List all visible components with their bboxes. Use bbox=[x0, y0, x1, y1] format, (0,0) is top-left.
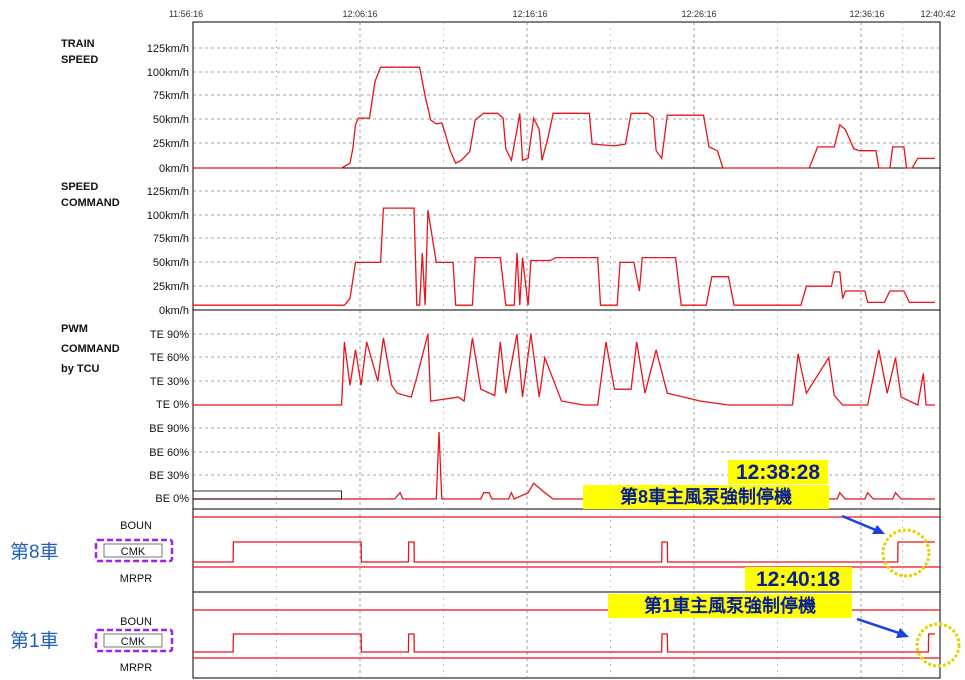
vertical-gridlines bbox=[276, 22, 904, 678]
annotation-car8-text: 第8車主風泵強制停機 bbox=[620, 486, 792, 507]
annotation-car1-arrowhead bbox=[896, 628, 909, 638]
annotation-car1: 12:40:18 第1車主風泵強制停機 bbox=[608, 567, 961, 668]
panel-titles: TRAIN SPEED SPEED COMMAND PWM COMMAND by… bbox=[61, 38, 120, 375]
tick-label: 0km/h bbox=[159, 305, 189, 317]
speed-command-title-line1: SPEED bbox=[61, 181, 98, 193]
tick-label: 75km/h bbox=[153, 90, 189, 102]
pwm-title-line2: COMMAND bbox=[61, 343, 120, 355]
annotation-car8-circle bbox=[881, 528, 931, 578]
annotation-car8-time: 12:38:28 bbox=[736, 461, 820, 484]
annotation-car1-text-bg bbox=[608, 594, 852, 618]
tick-label: 75km/h bbox=[153, 233, 189, 245]
digital-labels: 第8車 BOUN CMK MRPR 第1車 BOUN CMK MRPR bbox=[10, 520, 174, 674]
time-label: 12:06:16 bbox=[342, 9, 377, 19]
annotation-car1-arrow bbox=[856, 617, 903, 636]
car1-label: 第1車 bbox=[10, 630, 59, 652]
time-label: 12:16:16 bbox=[512, 9, 547, 19]
tick-label: 125km/h bbox=[147, 186, 189, 198]
be-baseline-box bbox=[192, 490, 343, 500]
annotation-car1-text: 第1車主風泵強制停機 bbox=[644, 595, 816, 616]
car8-cmk-trace bbox=[193, 541, 935, 563]
time-axis: 11:56:16 12:06:16 12:16:16 12:26:16 12:3… bbox=[169, 9, 956, 19]
annotation-car1-circle bbox=[915, 622, 961, 668]
annotation-car8: 12:38:28 第8車主風泵強制停機 bbox=[583, 460, 931, 578]
car8-label: 第8車 bbox=[10, 541, 59, 563]
car1-cmk-label: CMK bbox=[121, 636, 146, 648]
tick-label: TE 0% bbox=[156, 399, 189, 411]
train-speed-title-line1: TRAIN bbox=[61, 38, 95, 50]
train-speed-title-line2: SPEED bbox=[61, 54, 98, 66]
annotation-car8-time-bg bbox=[728, 460, 828, 484]
tick-label: 25km/h bbox=[153, 138, 189, 150]
car8-mrpr-label: MRPR bbox=[120, 573, 152, 585]
annotation-car8-arrow bbox=[841, 514, 879, 533]
tick-label: TE 30% bbox=[150, 376, 189, 388]
tick-label: TE 90% bbox=[150, 329, 189, 341]
car1-mrpr-label: MRPR bbox=[120, 662, 152, 674]
annotation-car1-time: 12:40:18 bbox=[756, 568, 840, 591]
annotation-car8-text-bg bbox=[583, 485, 829, 509]
time-label: 11:56:16 bbox=[169, 9, 203, 19]
tick-label: BE 0% bbox=[155, 493, 189, 505]
car1-cmk-trace bbox=[193, 633, 935, 653]
tick-label: 100km/h bbox=[147, 210, 189, 222]
time-label: 12:26:16 bbox=[681, 9, 716, 19]
tick-label: 0km/h bbox=[159, 163, 189, 175]
tick-label: 125km/h bbox=[147, 43, 189, 55]
pwm-title-line1: PWM bbox=[61, 323, 88, 335]
car1-boun-label: BOUN bbox=[120, 616, 152, 628]
car8-boun-label: BOUN bbox=[120, 520, 152, 532]
tick-label: BE 90% bbox=[149, 423, 189, 435]
car1-cmk-inner bbox=[103, 633, 163, 648]
y-ticks: 125km/h 100km/h 75km/h 50km/h 25km/h 0km… bbox=[147, 43, 189, 505]
tick-label: TE 60% bbox=[150, 352, 189, 364]
plot-frame bbox=[192, 21, 941, 679]
speed-command-trace bbox=[193, 207, 935, 306]
annotation-car1-time-bg bbox=[745, 567, 852, 591]
annotation-car8-arrowhead bbox=[872, 525, 885, 534]
pwm-title-line3: by TCU bbox=[61, 363, 100, 375]
speed-command-title-line2: COMMAND bbox=[61, 197, 120, 209]
tick-label: 50km/h bbox=[153, 114, 189, 126]
tick-label: BE 60% bbox=[149, 447, 189, 459]
tick-label: 25km/h bbox=[153, 281, 189, 293]
series-traces bbox=[192, 66, 935, 653]
car8-cmk-label: CMK bbox=[121, 546, 146, 558]
plot-border bbox=[192, 21, 941, 679]
time-label: 12:36:16 bbox=[849, 9, 884, 19]
time-label: 12:40:42 bbox=[920, 9, 955, 19]
pwm-te-trace bbox=[193, 333, 935, 406]
train-speed-trace bbox=[193, 66, 935, 169]
tick-label: 50km/h bbox=[153, 257, 189, 269]
car8-cmk-inner bbox=[103, 543, 163, 558]
tick-label: BE 30% bbox=[149, 470, 189, 482]
tick-label: 100km/h bbox=[147, 67, 189, 79]
horizontal-gridlines bbox=[193, 47, 940, 476]
